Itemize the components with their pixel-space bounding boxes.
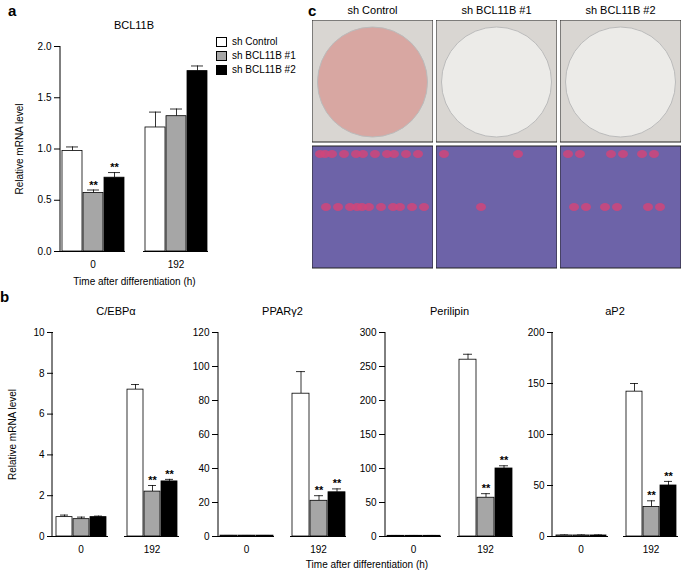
html-text:C/EBPα: C/EBPα	[96, 305, 136, 317]
svg-text:100: 100	[528, 429, 545, 440]
svg-text:Relative mRNA level: Relative mRNA level	[14, 103, 25, 194]
svg-text:0: 0	[539, 531, 545, 542]
svg-text:6: 6	[39, 408, 45, 419]
html-text:PPARγ2: PPARγ2	[262, 305, 303, 317]
svg-text:0.0: 0.0	[38, 246, 52, 257]
html-text:sh BCL11B #2: sh BCL11B #2	[232, 64, 296, 75]
svg-text:4: 4	[39, 449, 45, 460]
svg-text:**: **	[500, 454, 509, 466]
svg-text:150: 150	[528, 378, 545, 389]
svg-text:2.0: 2.0	[38, 41, 52, 52]
svg-text:0: 0	[90, 259, 96, 270]
svg-text:0: 0	[78, 544, 84, 555]
svg-text:1.0: 1.0	[38, 143, 52, 154]
svg-text:192: 192	[168, 259, 185, 270]
svg-text:0: 0	[244, 544, 250, 555]
svg-text:**: **	[482, 482, 491, 494]
svg-text:0: 0	[371, 531, 377, 542]
html-text:Time after differentiation (h): Time after differentiation (h)	[305, 559, 429, 570]
svg-text:**: **	[647, 489, 656, 501]
svg-text:20: 20	[198, 497, 210, 508]
svg-text:100: 100	[193, 361, 210, 372]
svg-text:250: 250	[360, 361, 377, 372]
svg-text:10: 10	[33, 327, 45, 338]
svg-text:192: 192	[643, 544, 660, 555]
svg-text:0: 0	[204, 531, 210, 542]
svg-text:**: **	[148, 474, 157, 486]
html-text:Perilipin: Perilipin	[429, 305, 470, 317]
html-text:b: b	[0, 288, 10, 305]
svg-text:100: 100	[360, 463, 377, 474]
svg-text:192: 192	[477, 544, 494, 555]
svg-text:50: 50	[533, 480, 545, 491]
html-text:aP2: aP2	[605, 305, 625, 317]
html-text:sh BCL11B #2: sh BCL11B #2	[585, 4, 656, 16]
svg-text:2: 2	[39, 490, 45, 501]
svg-text:120: 120	[193, 327, 210, 338]
svg-text:0.5: 0.5	[38, 194, 52, 205]
svg-text:Time after differentiation (h): Time after differentiation (h)	[73, 276, 195, 287]
svg-text:**: **	[89, 179, 98, 191]
svg-text:192: 192	[144, 544, 161, 555]
html-text:sh BCL11B #1: sh BCL11B #1	[461, 4, 532, 16]
html-text:sh Control: sh Control	[232, 36, 278, 47]
svg-text:**: **	[315, 484, 324, 496]
svg-text:300: 300	[360, 327, 377, 338]
html-text:BCL11B: BCL11B	[113, 19, 155, 31]
svg-text:**: **	[664, 470, 673, 482]
svg-text:0: 0	[39, 531, 45, 542]
svg-text:0: 0	[578, 544, 584, 555]
svg-text:Relative mRNA level: Relative mRNA level	[7, 389, 18, 480]
html-text:c: c	[308, 2, 317, 19]
html-text:a: a	[8, 2, 17, 19]
svg-text:192: 192	[310, 544, 327, 555]
svg-text:0: 0	[411, 544, 417, 555]
svg-text:80: 80	[198, 395, 210, 406]
svg-text:50: 50	[365, 497, 377, 508]
svg-text:60: 60	[198, 429, 210, 440]
html-text:sh BCL11B #1: sh BCL11B #1	[232, 50, 296, 61]
svg-text:40: 40	[198, 463, 210, 474]
svg-text:150: 150	[360, 429, 377, 440]
html-text:sh Control: sh Control	[347, 4, 398, 16]
svg-text:**: **	[110, 161, 119, 173]
svg-text:200: 200	[360, 395, 377, 406]
svg-text:1.5: 1.5	[38, 92, 52, 103]
svg-text:**: **	[333, 477, 342, 489]
svg-text:200: 200	[528, 327, 545, 338]
svg-text:8: 8	[39, 368, 45, 379]
svg-text:**: **	[165, 468, 174, 480]
